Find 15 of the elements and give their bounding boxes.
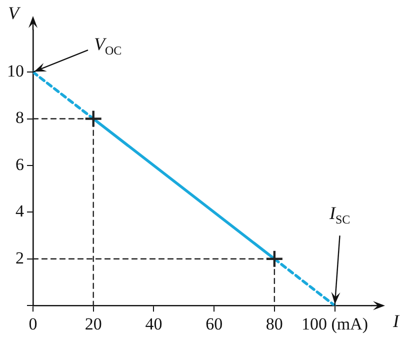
y-tick-label: 8 [16,108,24,128]
y-tick-label: 4 [16,202,24,221]
y-axis-title: V [8,3,19,23]
x-tick-label: 100 (mA) [301,314,368,334]
x-axis-title: I [393,310,399,331]
annotation: V$_{OC}$ [94,34,122,58]
x-tick-label: 40 [145,314,162,334]
annotation: I$_{SC}$ [329,203,350,227]
x-tick-label: 60 [206,314,223,334]
x-tick-label: 20 [84,314,102,334]
y-tick-label: 6 [16,154,24,174]
x-tick-label: 80 [266,314,283,334]
x-tick-label: 0 [28,314,38,334]
y-tick-label: 2 [16,248,24,268]
y-tick-label: 10 [7,62,24,81]
